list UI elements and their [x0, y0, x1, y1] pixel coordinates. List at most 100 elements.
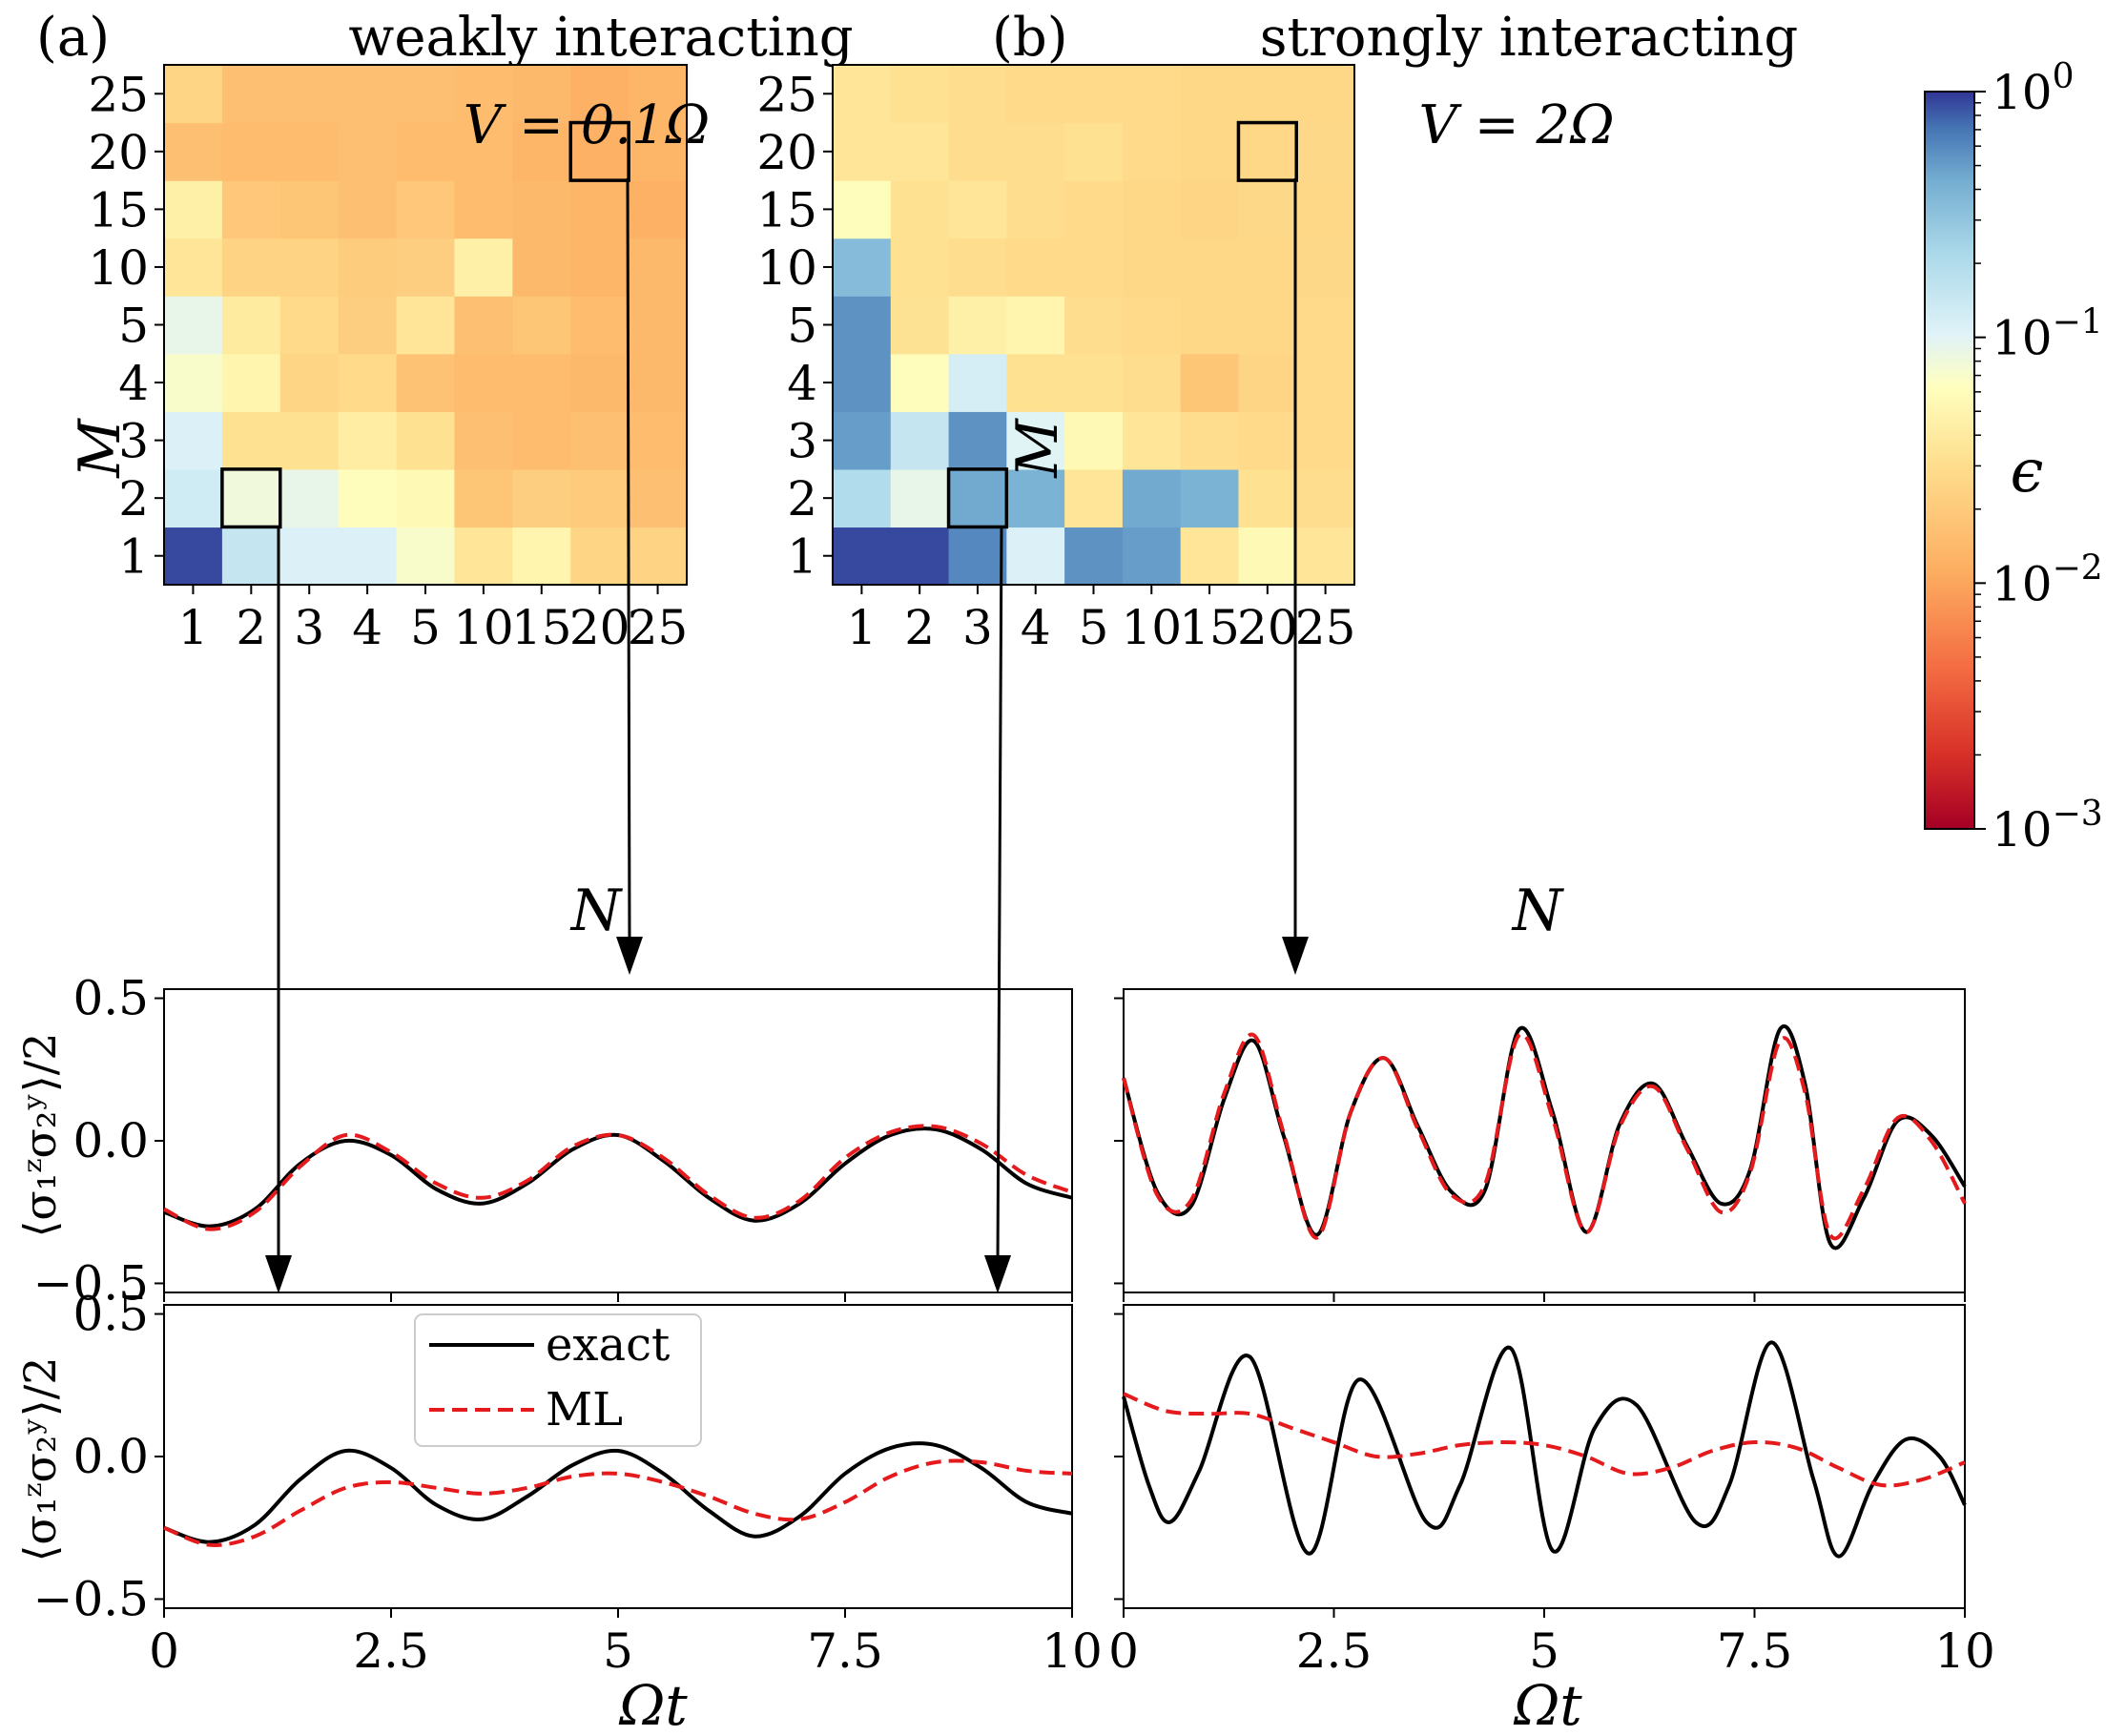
heat-cell [1238, 296, 1297, 355]
heat-cell [1122, 411, 1182, 470]
colorbar-tick-label: 10−1 [1992, 303, 2103, 366]
ylabel-a-bottom: ⟨σ₁ᶻσ₂ʸ⟩/2 [14, 1356, 66, 1561]
heat-cell [833, 238, 892, 297]
heat-cell [512, 353, 571, 412]
xlabel-a-bottom: Ωt [618, 1673, 688, 1736]
ylabel-a: M [67, 418, 134, 479]
colorbar-label: ϵ [2011, 436, 2044, 506]
panel-label-a: (a) [36, 7, 110, 69]
x-tick-label: 2 [904, 600, 935, 655]
heat-cell [279, 353, 340, 412]
heat-cell [164, 122, 223, 181]
x-tick-label: 7.5 [807, 1623, 883, 1679]
colorbar-gradient [1924, 91, 1975, 830]
heat-cell [948, 122, 1007, 181]
heat-cell [396, 180, 456, 239]
heat-cell [1238, 411, 1297, 470]
xlabel-b: N [1511, 878, 1565, 944]
heat-cell [221, 468, 281, 528]
heat-cell [338, 527, 398, 586]
heat-cell [1122, 527, 1182, 586]
y-tick-label: 4 [118, 356, 149, 411]
x-tick-label: 5 [1529, 1623, 1559, 1679]
heat-cell [279, 180, 340, 239]
heat-cell [1180, 527, 1240, 586]
heat-cell [338, 122, 398, 181]
ylabel-b: M [1004, 418, 1071, 479]
heat-cell [833, 527, 892, 586]
heat-cell [1064, 527, 1124, 586]
arrow-b-20-20-head [1282, 937, 1309, 975]
x-tick-label: 2.5 [1296, 1623, 1373, 1679]
heat-cell [1296, 122, 1355, 181]
legend-ml-label: ML [546, 1383, 623, 1436]
y-tick-label: 1 [118, 529, 149, 585]
heat-cell [890, 468, 950, 528]
y-tick-label: 0.0 [72, 1429, 149, 1484]
heat-cell [948, 353, 1007, 412]
heat-cell [279, 65, 340, 124]
heat-cell [890, 296, 950, 355]
plot-frame [1123, 1304, 1966, 1609]
heat-cell [1064, 180, 1124, 239]
heat-cell [1064, 353, 1124, 412]
heat-cell [1238, 238, 1297, 297]
heat-cell [1006, 353, 1065, 412]
series-exact [163, 1441, 1073, 1544]
title-a: weakly interacting [348, 7, 853, 69]
y-tick-label: 0.0 [72, 1113, 149, 1168]
heat-cell [1180, 353, 1240, 412]
heat-cell [454, 122, 513, 181]
heat-cell [512, 468, 571, 528]
heat-cell [512, 411, 571, 470]
heat-cell [1296, 238, 1355, 297]
plot-frame [163, 988, 1073, 1293]
heat-cell [454, 65, 513, 124]
heat-cell [890, 65, 950, 124]
heat-cell [1122, 468, 1182, 528]
heat-cell [221, 238, 281, 297]
heat-cell [629, 238, 688, 297]
heat-cell [396, 122, 456, 181]
arrow-b-3-2-head [984, 1255, 1011, 1293]
heat-cell [1122, 238, 1182, 297]
heat-cell [629, 65, 688, 124]
x-tick-label: 5 [1079, 600, 1109, 655]
annotation-a: V = 0.1Ω [464, 94, 710, 156]
x-tick-label: 15 [1179, 600, 1240, 655]
x-tick-label: 5 [410, 600, 441, 655]
heat-cell [338, 65, 398, 124]
heat-cell [164, 527, 223, 586]
heat-cell [1296, 180, 1355, 239]
heat-cell [1006, 411, 1065, 470]
series-exact [1122, 1024, 1967, 1250]
heat-cell [1064, 238, 1124, 297]
panel-label-b: (b) [992, 7, 1068, 69]
heat-cell [279, 122, 340, 181]
heat-cell [1122, 122, 1182, 181]
x-tick-label: 20 [569, 600, 630, 655]
heat-cell [512, 296, 571, 355]
heat-cell [164, 238, 223, 297]
heat-cell [338, 411, 398, 470]
heat-cell [1296, 468, 1355, 528]
heat-cell [1180, 296, 1240, 355]
arrow-b-3-2-shaft [996, 526, 1003, 1266]
x-tick-label: 2.5 [353, 1623, 429, 1679]
highlight-box [1236, 120, 1298, 182]
x-tick-label: 10 [1042, 1623, 1103, 1679]
heat-cell [396, 527, 456, 586]
x-tick-label: 7.5 [1717, 1623, 1793, 1679]
heat-cell [221, 353, 281, 412]
heat-cell [1122, 353, 1182, 412]
x-tick-label: 3 [294, 600, 324, 655]
y-tick-label: 4 [787, 356, 817, 411]
highlight-box [568, 120, 630, 182]
heat-cell [570, 296, 630, 355]
heat-cell [890, 238, 950, 297]
heat-cell [454, 411, 513, 470]
line-panel-a-top: 0.5 0.0 −0.5 [33, 971, 1073, 1311]
heat-cell [396, 65, 456, 124]
x-tick-label: 25 [1295, 600, 1356, 655]
